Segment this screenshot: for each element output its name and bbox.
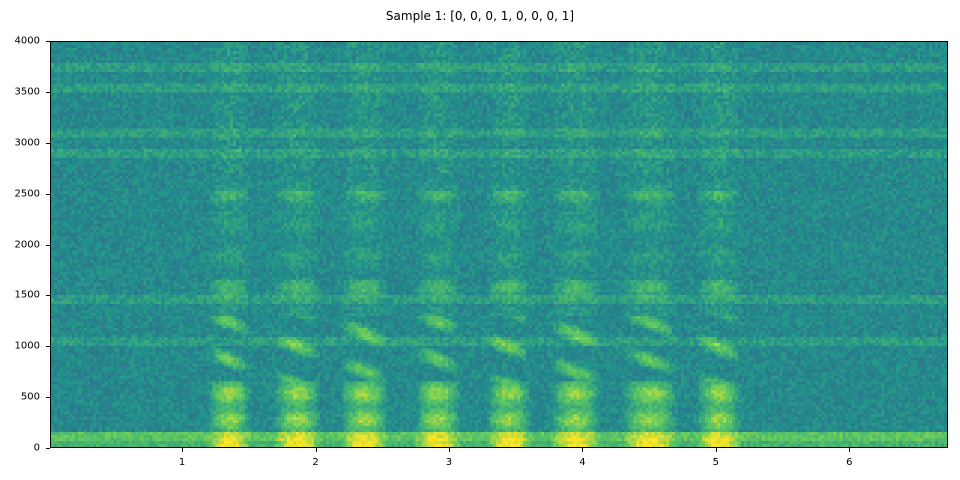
spectrogram-heatmap <box>51 42 947 447</box>
x-tick-mark <box>448 448 450 452</box>
x-tick-label: 2 <box>312 457 319 468</box>
y-tick-mark <box>46 41 50 42</box>
y-tick-label: 3500 <box>14 86 40 98</box>
chart-title: Sample 1: [0, 0, 0, 1, 0, 0, 0, 1] <box>385 9 575 23</box>
x-tick-mark <box>582 448 584 452</box>
y-tick-mark <box>46 142 50 144</box>
y-tick-mark <box>46 193 50 195</box>
x-tick-mark <box>715 448 717 452</box>
y-tick-label: 500 <box>20 391 40 403</box>
y-tick-label: 0 <box>33 442 40 454</box>
x-tick-mark <box>182 448 184 452</box>
y-tick-mark <box>46 448 50 449</box>
y-tick-label: 1500 <box>14 289 40 301</box>
y-tick-mark <box>46 244 50 246</box>
y-tick-mark <box>46 91 50 93</box>
y-tick-label: 3000 <box>14 137 40 149</box>
y-tick-label: 1000 <box>14 340 40 352</box>
y-tick-mark <box>46 346 50 348</box>
x-tick-label: 6 <box>846 457 853 468</box>
x-tick-mark <box>849 448 851 452</box>
x-tick-mark <box>315 448 317 452</box>
y-tick-label: 2500 <box>14 188 40 200</box>
y-tick-label: 4000 <box>14 35 40 47</box>
x-tick-label: 3 <box>445 457 453 468</box>
spectrogram-plot-area <box>50 41 948 448</box>
y-tick-mark <box>46 397 50 399</box>
x-tick-label: 5 <box>712 457 719 468</box>
y-tick-label: 2000 <box>14 239 40 250</box>
y-tick-mark <box>46 295 50 297</box>
x-tick-label: 4 <box>579 457 586 468</box>
x-tick-label: 1 <box>178 457 186 468</box>
